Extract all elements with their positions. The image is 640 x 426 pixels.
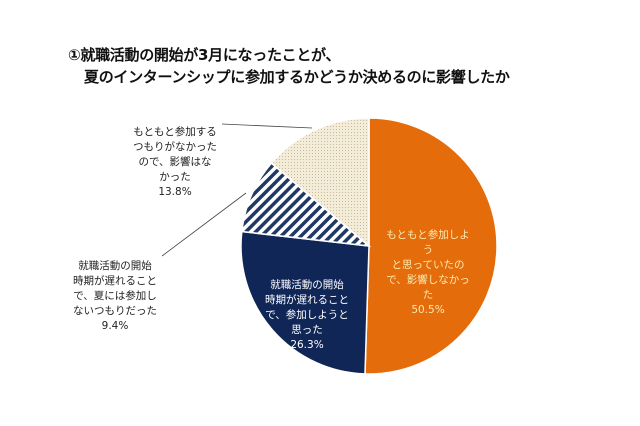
slice-label-4-text: もともと参加する つもりがなかった ので、影響はな かった [133,126,217,183]
chart-title-line-2: 夏のインターンシップに参加するかどうか決めるのに影響したか [84,68,510,86]
chart-title-line-1: ①就職活動の開始が3月になったことが、 [68,46,341,64]
slice-label-2-value: 26.3% [290,339,324,351]
slice-label-2-text: 就職活動の開始 時期が遅れること で、参加しようと 思った [265,279,349,336]
pie-slice-2 [240,230,370,375]
slice-label-3-value: 9.4% [101,320,129,332]
slice-label-1-text: もともと参加しよう と思っていたの で、影響しなかっ た [386,229,470,301]
pie-slice-4 [270,117,370,248]
leader-line-slice-4 [221,123,313,129]
slice-label-3: 就職活動の開始 時期が遅れること で、夏には参加し ないつもりだった 9.4% [60,244,170,349]
slice-label-3-text: 就職活動の開始 時期が遅れること で、夏には参加し ないつもりだった [73,260,157,317]
leader-line-slice-3 [161,192,247,257]
slice-label-4: もともと参加する つもりがなかった ので、影響はな かった 13.8% [125,110,225,215]
slice-label-1-value: 50.5% [411,304,445,316]
pie-slice-3 [240,162,372,248]
slice-label-2: 就職活動の開始 時期が遅れること で、参加しようと 思った 26.3% [258,263,356,368]
pie-slice-1 [364,117,498,375]
slice-label-1: もともと参加しよう と思っていたの で、影響しなかっ た 50.5% [383,213,473,333]
slice-label-4-value: 13.8% [158,186,192,198]
